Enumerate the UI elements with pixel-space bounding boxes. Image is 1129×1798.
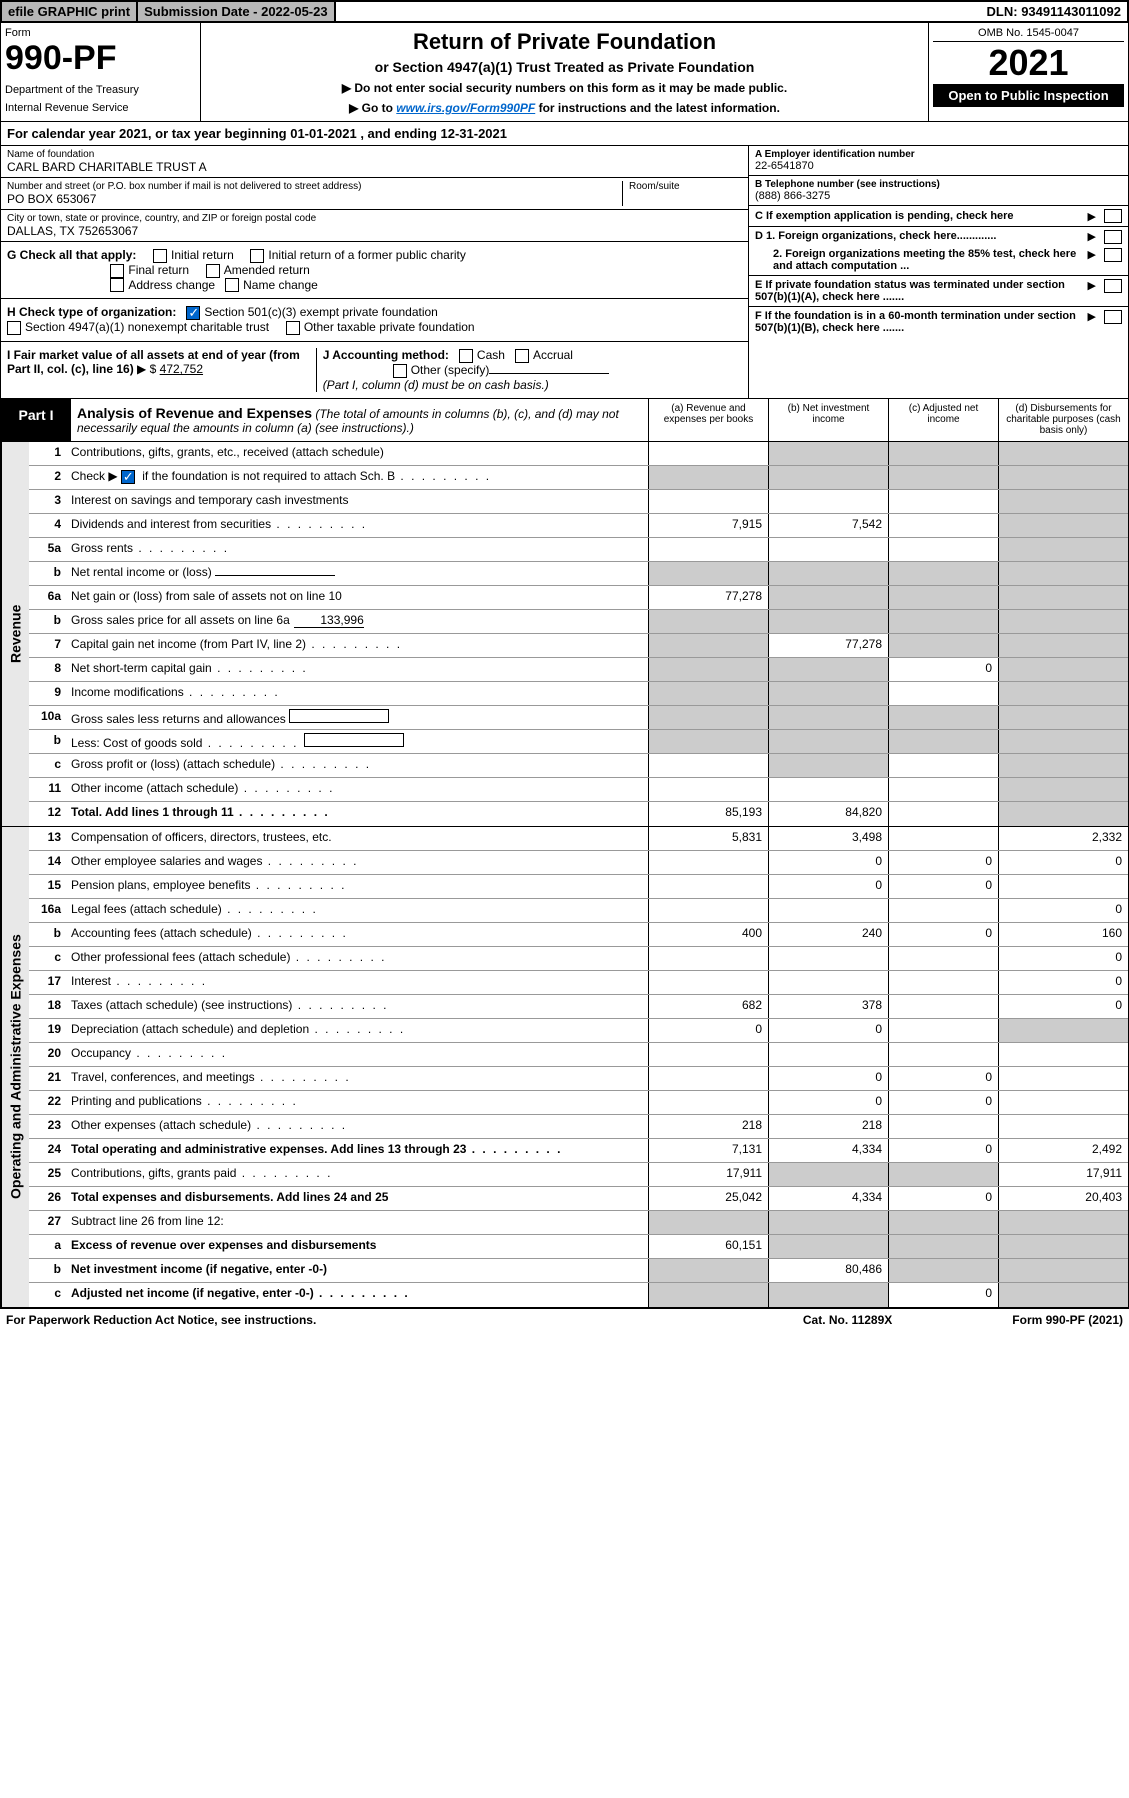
initial-return-checkbox[interactable] <box>153 249 167 263</box>
final-return-checkbox[interactable] <box>110 264 124 278</box>
dln-number: DLN: 93491143011092 <box>981 2 1127 21</box>
part1-header: Part I Analysis of Revenue and Expenses … <box>0 399 1129 442</box>
form-header: Form 990-PF Department of the Treasury I… <box>0 23 1129 122</box>
fmv-value: 472,752 <box>160 362 203 376</box>
expenses-section: Operating and Administrative Expenses 13… <box>0 827 1129 1308</box>
info-grid: Name of foundation CARL BARD CHARITABLE … <box>0 146 1129 399</box>
page-footer: For Paperwork Reduction Act Notice, see … <box>0 1308 1129 1331</box>
tel-label: B Telephone number (see instructions) <box>755 179 940 190</box>
fmv-arrow: ▶ $ <box>137 362 156 376</box>
section-i-j: I Fair market value of all assets at end… <box>1 342 748 398</box>
open-public-badge: Open to Public Inspection <box>933 84 1124 107</box>
col-c-header: (c) Adjusted net income <box>888 399 998 441</box>
c-label: C If exemption application is pending, c… <box>755 210 1014 222</box>
accrual-checkbox[interactable] <box>515 349 529 363</box>
cash-basis-note: (Part I, column (d) must be on cash basi… <box>323 378 549 392</box>
other-taxable-checkbox[interactable] <box>286 321 300 335</box>
f-label: F If the foundation is in a 60-month ter… <box>755 310 1076 334</box>
4947-checkbox[interactable] <box>7 321 21 335</box>
form-number: 990-PF <box>5 39 196 78</box>
ein-label: A Employer identification number <box>755 149 915 160</box>
ein: 22-6541870 <box>755 160 1122 172</box>
tax-year: 2021 <box>933 42 1124 84</box>
foundation-name-label: Name of foundation <box>7 149 742 160</box>
expenses-side-label: Operating and Administrative Expenses <box>1 827 29 1307</box>
d2-checkbox[interactable] <box>1104 248 1122 262</box>
section-h: H Check type of organization: Section 50… <box>1 299 748 342</box>
address-label: Number and street (or P.O. box number if… <box>7 181 622 192</box>
telephone: (888) 866-3275 <box>755 190 1122 202</box>
part1-badge: Part I <box>1 399 71 441</box>
section-g: G Check all that apply: Initial return I… <box>1 242 748 299</box>
other-method-checkbox[interactable] <box>393 364 407 378</box>
gross-sales-price: 133,996 <box>294 613 364 628</box>
address: PO BOX 653067 <box>7 192 622 206</box>
initial-former-checkbox[interactable] <box>250 249 264 263</box>
e-checkbox[interactable] <box>1104 279 1122 293</box>
city-label: City or town, state or province, country… <box>7 213 742 224</box>
efile-print-button[interactable]: efile GRAPHIC print <box>2 2 138 21</box>
name-change-checkbox[interactable] <box>225 278 239 292</box>
submission-date: Submission Date - 2022-05-23 <box>138 2 336 21</box>
form-subtitle: or Section 4947(a)(1) Trust Treated as P… <box>207 59 922 75</box>
paperwork-notice: For Paperwork Reduction Act Notice, see … <box>6 1313 316 1327</box>
instructions-link[interactable]: www.irs.gov/Form990PF <box>396 101 535 115</box>
f-checkbox[interactable] <box>1104 310 1122 324</box>
c-checkbox[interactable] <box>1104 209 1122 223</box>
city: DALLAS, TX 752653067 <box>7 224 742 238</box>
schb-checkbox[interactable] <box>121 470 135 484</box>
top-bar: efile GRAPHIC print Submission Date - 20… <box>0 0 1129 23</box>
dept-treasury: Department of the Treasury <box>5 84 196 96</box>
amended-return-checkbox[interactable] <box>206 264 220 278</box>
foundation-name: CARL BARD CHARITABLE TRUST A <box>7 160 742 174</box>
part1-title: Analysis of Revenue and Expenses <box>77 405 312 421</box>
form-label: Form <box>5 27 196 39</box>
501c3-checkbox[interactable] <box>186 306 200 320</box>
form-footer-label: Form 990-PF (2021) <box>1012 1313 1123 1327</box>
col-a-header: (a) Revenue and expenses per books <box>648 399 768 441</box>
dept-irs: Internal Revenue Service <box>5 102 196 114</box>
address-change-checkbox[interactable] <box>110 278 124 292</box>
form-note-ssn: ▶ Do not enter social security numbers o… <box>207 81 922 95</box>
revenue-section: Revenue 1Contributions, gifts, grants, e… <box>0 442 1129 827</box>
d1-checkbox[interactable] <box>1104 230 1122 244</box>
calendar-year-line: For calendar year 2021, or tax year begi… <box>0 122 1129 146</box>
cash-checkbox[interactable] <box>459 349 473 363</box>
e-label: E If private foundation status was termi… <box>755 279 1065 303</box>
form-note-link: ▶ Go to www.irs.gov/Form990PF for instru… <box>207 101 922 115</box>
omb-number: OMB No. 1545-0047 <box>933 27 1124 42</box>
col-d-header: (d) Disbursements for charitable purpose… <box>998 399 1128 441</box>
revenue-side-label: Revenue <box>1 442 29 826</box>
col-b-header: (b) Net investment income <box>768 399 888 441</box>
catalog-number: Cat. No. 11289X <box>803 1313 892 1327</box>
room-label: Room/suite <box>629 181 742 192</box>
form-title: Return of Private Foundation <box>207 29 922 55</box>
